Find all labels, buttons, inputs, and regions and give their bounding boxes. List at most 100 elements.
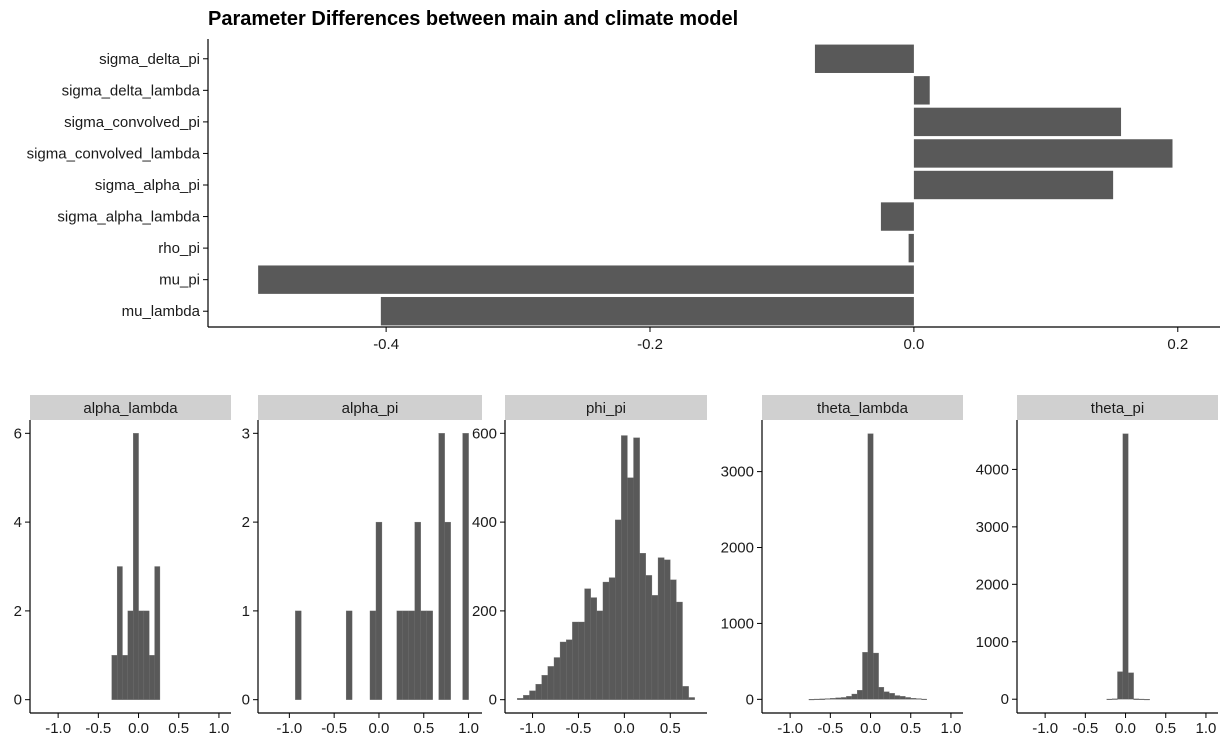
- histogram-bar: [889, 693, 895, 700]
- histogram-bar: [824, 698, 831, 700]
- y-tick-label: 1: [242, 603, 250, 620]
- x-tick-label: 0.2: [1167, 336, 1188, 353]
- facet-theta-pi: theta_pi 0 1000 2000 3000 4000 -1.0 -0.5 0.0 0.5 1…: [976, 395, 1218, 737]
- y-tick-label: 200: [472, 603, 497, 620]
- histogram-bar: [566, 639, 573, 700]
- histogram-bar: [345, 610, 353, 700]
- histogram-bar: [149, 655, 155, 700]
- histogram-bar: [154, 566, 161, 700]
- histogram-bar: [396, 610, 403, 700]
- facet-theta-lambda: theta_lambda 0 1000 2000 3000 -1.0 -0.5 0.0 0.5 1…: [721, 395, 963, 737]
- histogram-bar: [578, 621, 585, 700]
- histogram-bar: [883, 691, 890, 700]
- facet-alpha-pi: alpha_pi 0 1 2 3 -1.0 -0.5 0.0 0.5 1.0: [242, 395, 482, 737]
- histogram-bar: [682, 686, 689, 700]
- x-tick-label: -0.5: [1072, 720, 1098, 737]
- histogram-bar: [614, 519, 622, 700]
- y-tick-label-mu-pi: mu_pi: [159, 272, 200, 289]
- histogram-bar: [878, 687, 885, 700]
- histogram-bar: [420, 610, 427, 700]
- histogram-bar: [819, 698, 826, 700]
- histogram-bar: [915, 698, 922, 700]
- histogram-bar: [867, 433, 874, 700]
- x-tick-label: 1.0: [209, 720, 230, 737]
- y-tick-label-sigma-delta-pi: sigma_delta_pi: [99, 51, 200, 68]
- histogram-bar: [414, 521, 421, 700]
- x-tick-label: 0.5: [660, 720, 681, 737]
- y-tick-label: 3: [242, 425, 250, 442]
- histogram-bar: [1128, 672, 1134, 700]
- x-tick-label: -0.5: [817, 720, 843, 737]
- x-tick-label: 0.0: [128, 720, 149, 737]
- histogram-bar: [670, 579, 677, 700]
- histogram-bar: [676, 601, 683, 700]
- x-tick-label: 1.0: [1196, 720, 1217, 737]
- histogram-bar: [111, 655, 118, 700]
- bar-sigma-delta-lambda: [913, 76, 930, 105]
- x-tick-label: -1.0: [276, 720, 302, 737]
- histogram-bar: [369, 610, 377, 700]
- y-tick-label: 1000: [976, 634, 1009, 651]
- y-tick-label-sigma-delta-lambda: sigma_delta_lambda: [62, 82, 201, 99]
- y-tick-label: 3000: [976, 519, 1009, 536]
- histogram-bar: [541, 675, 548, 700]
- histogram-bar: [910, 698, 917, 700]
- x-tick-label: 0.5: [900, 720, 921, 737]
- facet-alpha-lambda: alpha_lambda 0 2 4 6 -1.0 -0.5 0.0 0.5 1.0: [14, 395, 231, 737]
- histogram-bar: [639, 553, 646, 700]
- histogram-bar: [590, 597, 598, 700]
- histogram-bar: [547, 666, 555, 700]
- histogram-bar: [862, 652, 868, 700]
- x-tick-label: 0.5: [413, 720, 434, 737]
- y-tick-label: 0: [746, 691, 754, 708]
- y-tick-label: 2: [14, 603, 22, 620]
- x-tick-label: -0.5: [566, 720, 592, 737]
- histogram-bar: [127, 610, 134, 700]
- histogram-bar: [905, 697, 911, 700]
- x-tick-label: 0.0: [903, 336, 924, 353]
- histogram-bar: [846, 696, 852, 700]
- histogram-bar: [529, 690, 536, 700]
- x-tick-label: 0.0: [860, 720, 881, 737]
- y-tick-label: 3000: [721, 464, 754, 481]
- bar-sigma-alpha-lambda: [880, 202, 914, 231]
- histogram-bar: [1138, 698, 1145, 700]
- histogram-bar: [633, 437, 640, 700]
- histogram-bar: [645, 575, 653, 700]
- y-tick-label: 0: [1001, 691, 1009, 708]
- y-tick-label: 4: [14, 514, 22, 531]
- facet-label: alpha_lambda: [83, 400, 178, 417]
- histogram-bar: [602, 581, 610, 700]
- y-tick-label-rho-pi: rho_pi: [158, 240, 200, 257]
- y-tick-label: 0: [14, 692, 22, 709]
- y-tick-label: 600: [472, 425, 497, 442]
- histogram-bar: [462, 433, 469, 700]
- histogram-bar: [851, 693, 858, 700]
- x-tick-label: -1.0: [520, 720, 546, 737]
- x-tick-label: 1.0: [941, 720, 962, 737]
- bar-sigma-delta-pi: [814, 44, 914, 73]
- y-tick-label-sigma-alpha-pi: sigma_alpha_pi: [95, 177, 200, 194]
- x-tick-label: -0.4: [373, 336, 399, 353]
- histogram-bar: [651, 595, 659, 700]
- histogram-bar: [894, 695, 901, 700]
- y-tick-label-sigma-convolved-lambda: sigma_convolved_lambda: [27, 145, 201, 162]
- y-tick-label-mu-lambda: mu_lambda: [122, 303, 201, 320]
- x-tick-label: -1.0: [45, 720, 71, 737]
- x-tick-label: 1.0: [458, 720, 479, 737]
- histogram-bar: [830, 698, 836, 700]
- x-tick-label: -0.5: [321, 720, 347, 737]
- x-tick-label: -0.2: [637, 336, 663, 353]
- histogram-bar: [688, 697, 695, 700]
- bar-mu-lambda: [380, 297, 914, 326]
- facet-strip: [505, 395, 707, 420]
- y-tick-label: 2000: [721, 540, 754, 557]
- histogram-bar: [133, 433, 139, 700]
- histogram-bar: [122, 655, 128, 700]
- x-tick-label: -1.0: [1032, 720, 1058, 737]
- histogram-bar: [621, 435, 628, 700]
- histogram-bar: [1106, 698, 1113, 700]
- x-tick-label: -1.0: [777, 720, 803, 737]
